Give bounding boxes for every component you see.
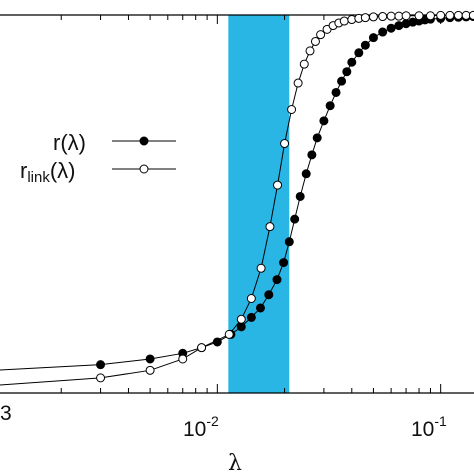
data-point-rlink: [414, 11, 424, 21]
data-point-r: [279, 258, 289, 268]
data-point-rlink: [386, 11, 396, 21]
data-point-r: [325, 101, 335, 111]
data-point-rlink: [197, 343, 207, 353]
data-point-rlink: [224, 329, 234, 339]
data-point-r: [337, 76, 347, 86]
data-point-rlink: [293, 78, 303, 88]
data-point-rlink: [453, 10, 463, 20]
legend-label-rlink: rlink(λ): [20, 158, 76, 186]
data-point-r: [290, 214, 300, 224]
data-point-rlink: [339, 16, 349, 26]
data-point-r: [360, 40, 370, 50]
data-point-rlink: [287, 105, 297, 114]
data-point-rlink: [360, 13, 370, 23]
data-point-r: [236, 322, 246, 332]
data-point-rlink: [96, 373, 106, 383]
data-point-r: [319, 116, 329, 126]
data-point-r: [145, 354, 155, 364]
data-point-rlink: [236, 314, 246, 324]
data-point-r: [347, 57, 357, 67]
data-point-rlink: [368, 12, 378, 22]
data-point-rlink: [310, 36, 320, 46]
data-point-rlink: [305, 46, 315, 56]
legend-marker-r: [139, 136, 149, 146]
x-tick-label: 10-2: [183, 413, 219, 441]
x-tick-label: 3: [0, 402, 12, 425]
data-point-rlink: [280, 139, 290, 149]
data-point-rlink: [316, 30, 326, 40]
data-point-rlink: [378, 12, 388, 22]
data-point-r: [284, 237, 294, 247]
data-point-rlink: [445, 10, 455, 20]
data-point-rlink: [401, 11, 411, 21]
data-point-rlink: [178, 354, 188, 364]
data-point-r: [272, 275, 282, 285]
data-point-rlink: [273, 180, 283, 190]
data-point-r: [312, 133, 322, 143]
data-point-r: [307, 150, 317, 160]
data-point-r: [354, 48, 364, 58]
data-point-rlink: [299, 59, 309, 69]
data-point-r: [368, 33, 378, 43]
legend: r(λ) rlink(λ): [20, 130, 176, 186]
data-point-rlink: [145, 365, 155, 375]
series-layer: [0, 10, 474, 386]
legend-label-r: r(λ): [53, 130, 86, 155]
x-tick-label: 10-1: [411, 413, 447, 441]
data-point-rlink: [265, 222, 275, 232]
data-point-rlink: [425, 11, 435, 21]
data-point-r: [295, 191, 305, 201]
data-point-r: [386, 23, 396, 33]
data-point-r: [331, 87, 341, 97]
legend-marker-rlink: [139, 164, 149, 174]
data-point-r: [301, 169, 311, 179]
data-point-rlink: [468, 10, 474, 20]
x-axis-title: λ: [228, 451, 242, 474]
highlight-band: [228, 15, 290, 393]
data-point-rlink: [436, 10, 446, 20]
data-point-rlink: [246, 294, 256, 303]
data-point-r: [342, 67, 352, 77]
data-point-r: [378, 27, 388, 37]
data-point-r: [96, 360, 106, 370]
data-point-r: [264, 290, 274, 300]
data-point-rlink: [256, 263, 266, 273]
data-point-r: [246, 312, 256, 322]
data-point-r: [255, 303, 265, 313]
